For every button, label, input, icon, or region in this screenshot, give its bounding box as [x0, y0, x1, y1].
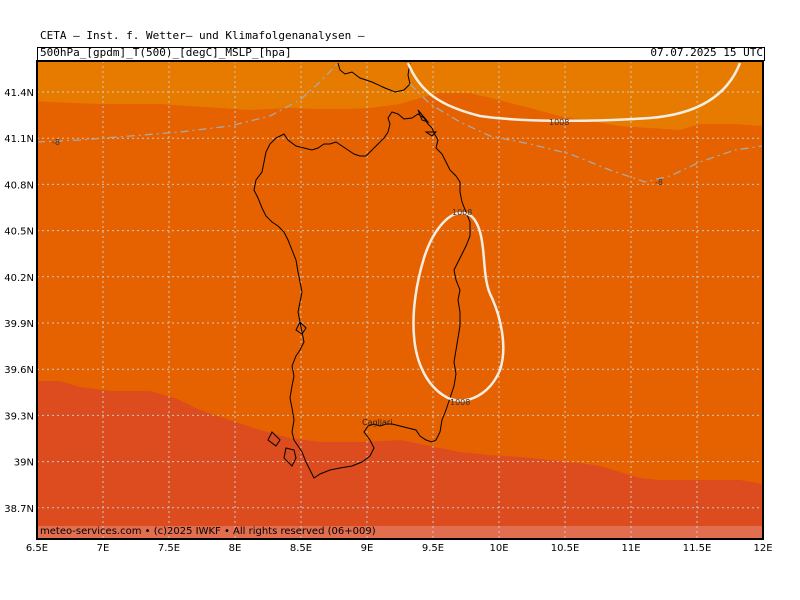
longitude-tick-label: 9.5E: [422, 543, 444, 554]
isobar-label: 1008: [452, 208, 472, 217]
isobar-label: 1008: [549, 118, 569, 127]
temperature-band-dark: [37, 381, 763, 539]
latitude-tick-label: 40.5N: [4, 227, 34, 238]
isotherm-upper: [37, 62, 339, 143]
longitude-tick-label: 11E: [621, 543, 640, 554]
latitude-tick-label: 40.2N: [4, 273, 34, 284]
coastline-sardinia: [253, 62, 471, 479]
longitude-tick-label: 10E: [489, 543, 508, 554]
latitude-tick-label: 41.4N: [4, 88, 34, 99]
isobar-label: 1008: [450, 398, 470, 407]
latitude-tick-label: 41.1N: [4, 134, 34, 145]
longitude-tick-label: 8.5E: [290, 543, 312, 554]
latitude-tick-label: 39.3N: [4, 411, 34, 422]
isobar-east-coast: [412, 211, 505, 402]
longitude-tick-label: 6.5E: [26, 543, 48, 554]
chart-title: CETA — Inst. f. Wetter— und Klimafolgena…: [40, 29, 365, 42]
isobar-north: [406, 62, 742, 123]
longitude-tick-label: 9E: [361, 543, 374, 554]
latitude-tick-label: 38.7N: [4, 504, 34, 515]
isotherm-label: -8: [52, 138, 60, 147]
isotherm-label: -8: [655, 178, 663, 187]
latitude-tick-label: 39N: [14, 458, 34, 469]
parameter-label: 500hPa_[gpdm]_T(500)_[degC]_MSLP_[hpa]: [40, 46, 292, 59]
latitude-tick-label: 39.6N: [4, 365, 34, 376]
isotherm-east: [409, 83, 763, 183]
valid-time: 07.07.2025 15 UTC: [650, 46, 763, 59]
longitude-tick-label: 7E: [97, 543, 110, 554]
longitude-tick-label: 12E: [753, 543, 772, 554]
longitude-tick-label: 7.5E: [158, 543, 180, 554]
footer-strip: [37, 526, 763, 539]
latitude-tick-label: 39.9N: [4, 319, 34, 330]
city-label-cagliari: Cagliari: [362, 418, 392, 427]
map-frame: [36, 60, 764, 540]
longitude-tick-label: 11.5E: [683, 543, 712, 554]
temperature-band-light: [37, 61, 763, 130]
longitude-tick-label: 8E: [229, 543, 242, 554]
longitude-tick-label: 10.5E: [551, 543, 580, 554]
latitude-tick-label: 40.8N: [4, 180, 34, 191]
copyright-footer: meteo-services.com • (c)2025 IWKF • All …: [40, 526, 376, 537]
